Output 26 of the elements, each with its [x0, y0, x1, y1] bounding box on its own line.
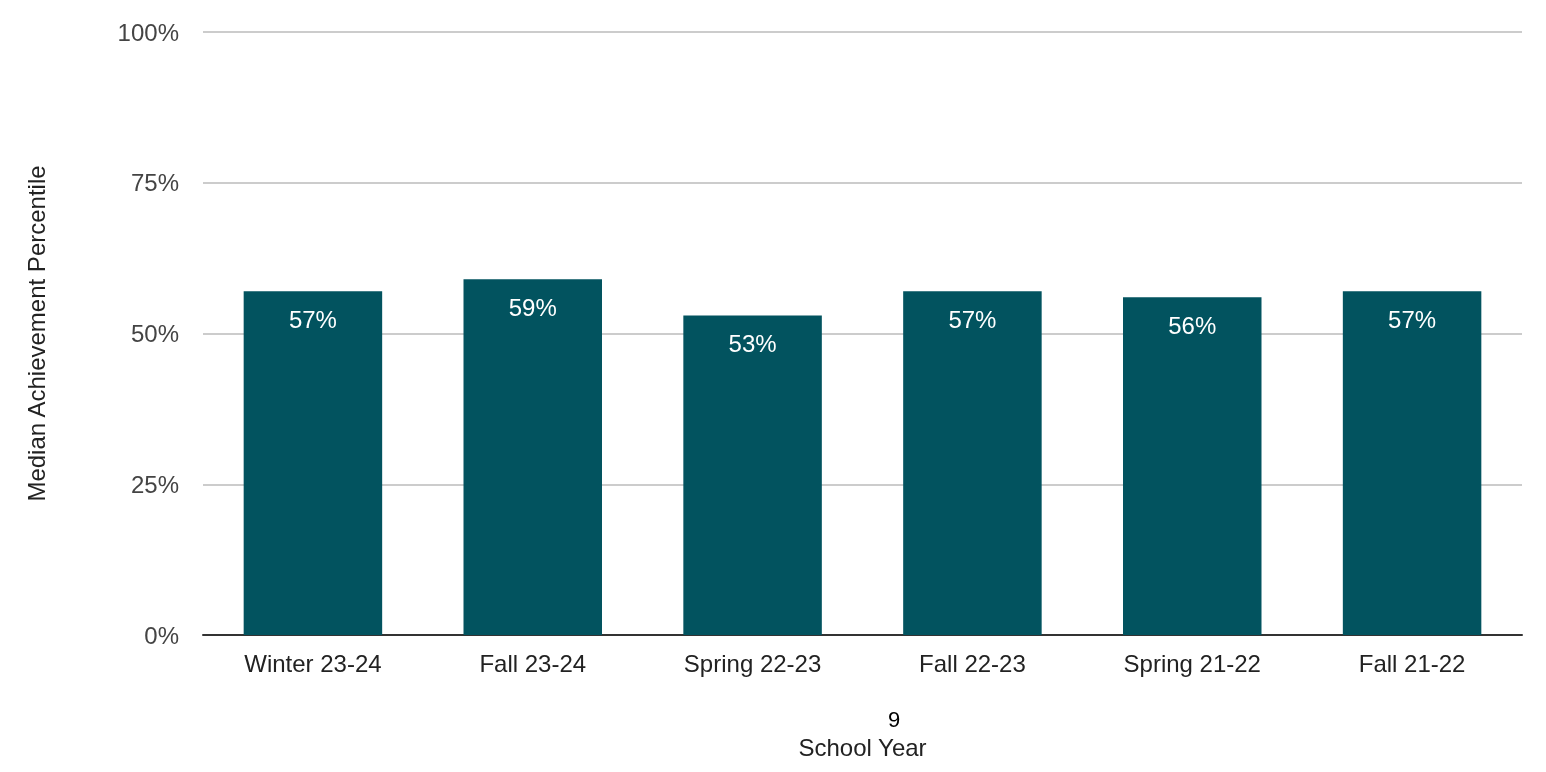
bar [683, 315, 822, 635]
x-tick-label: Fall 21-22 [1358, 649, 1466, 677]
y-tick-label: 50% [130, 320, 179, 347]
x-tick-label: Winter 23-24 [244, 649, 382, 677]
x-tick-label: Spring 21-22 [1123, 649, 1261, 677]
bar [1342, 291, 1482, 635]
y-tick-label: 0% [144, 621, 179, 649]
x-tick-label: Fall 23-24 [479, 649, 587, 677]
data-label: 59% [508, 293, 557, 321]
data-label: 53% [728, 329, 777, 357]
data-label: 57% [948, 305, 997, 333]
data-label: 57% [1388, 305, 1437, 333]
text: 9 [888, 706, 901, 732]
bar [243, 291, 383, 635]
y-tick-label: 25% [130, 470, 179, 498]
data-label: 56% [1168, 311, 1217, 339]
bar [903, 291, 1042, 635]
y-tick-label: 75% [130, 169, 179, 197]
x-tick-label: Fall 22-23 [919, 649, 1026, 677]
x-tick-label: Spring 22-23 [683, 649, 822, 677]
bar [1123, 297, 1262, 635]
y-tick-label: 100% [117, 18, 179, 46]
bar [463, 279, 602, 635]
y-axis-title: Median Achievement Percentile [22, 165, 50, 502]
x-axis-title: School Year [798, 733, 927, 761]
data-label: 57% [288, 305, 337, 333]
